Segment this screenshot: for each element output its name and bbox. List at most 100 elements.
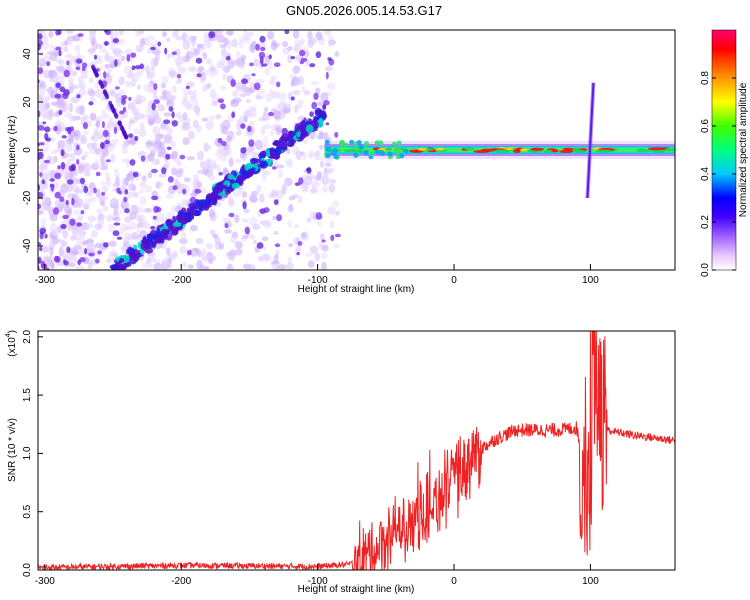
heatmap-cell (39, 227, 47, 235)
heatmap-cell (194, 188, 202, 194)
heatmap-cell (103, 242, 109, 248)
heatmap-cell (241, 191, 248, 198)
heatmap-cell (270, 75, 277, 80)
heatmap-cell (151, 102, 156, 111)
heatmap-cell (161, 259, 170, 265)
heatmap-cell (124, 233, 131, 239)
heatmap-cell (39, 246, 43, 252)
heatmap-cell (313, 92, 319, 101)
heatmap-cell (234, 158, 242, 164)
heatmap-cell (65, 199, 69, 206)
heatmap-cell (325, 162, 332, 167)
heatmap-cell (335, 210, 340, 216)
heatmap-cell (349, 139, 355, 145)
heatmap-cell (81, 155, 86, 161)
heatmap-cell (38, 125, 45, 131)
heatmap-cell (323, 100, 330, 106)
x-tick-label: -300 (35, 576, 55, 587)
heatmap-cell (125, 80, 132, 88)
heatmap-cell (315, 87, 321, 95)
heatmap-cell (87, 261, 93, 270)
heatmap-cell (305, 124, 314, 133)
heatmap-cell (324, 139, 330, 145)
heatmap-cell (208, 174, 216, 181)
heatmap-cell (240, 235, 248, 242)
heatmap-cell (204, 69, 210, 76)
heatmap-cell (638, 148, 645, 152)
heatmap-cell (64, 39, 69, 46)
heatmap-cell (139, 181, 147, 188)
heatmap-cell (79, 68, 88, 74)
heatmap-cell (112, 230, 120, 237)
heatmap-cell (101, 120, 105, 129)
heatmap-cell (266, 255, 272, 262)
heatmap-cell (44, 97, 50, 103)
heatmap-cell (108, 116, 114, 123)
heatmap-cell (182, 261, 187, 268)
heatmap-cell (217, 137, 223, 144)
heatmap-cell (64, 103, 72, 112)
heatmap-cell (269, 79, 276, 86)
heatmap-cell (201, 248, 207, 256)
heatmap-cell (142, 219, 148, 224)
heatmap-cell (96, 119, 101, 128)
heatmap-cell (172, 185, 178, 191)
heatmap-cell (139, 196, 147, 206)
heatmap-cell (262, 112, 268, 120)
heatmap-cell (212, 199, 217, 206)
heatmap-cell (150, 46, 156, 51)
heatmap-cell (106, 55, 116, 64)
heatmap-cell (38, 90, 46, 98)
heatmap-cell (57, 165, 61, 170)
heatmap-cell (38, 203, 42, 210)
heatmap-cell (307, 31, 313, 40)
heatmap-cell (208, 208, 215, 218)
snr-scale-suffix: ) (7, 330, 18, 333)
heatmap-cell (203, 255, 213, 261)
heatmap-cell (101, 191, 106, 196)
heatmap-cell (171, 150, 179, 160)
heatmap-cell (276, 214, 282, 222)
heatmap-cell (113, 207, 118, 216)
heatmap-cell (255, 95, 264, 100)
heatmap-cell (68, 262, 76, 268)
heatmap-cell (248, 264, 256, 270)
heatmap-cell (112, 142, 117, 148)
heatmap-cell (136, 222, 145, 228)
heatmap-cell (85, 239, 95, 244)
heatmap-cell (272, 109, 281, 120)
heatmap-cell (206, 165, 213, 172)
heatmap-cell (223, 229, 232, 234)
colorbar-ticks: 0.0 0.2 0.4 0.6 0.8 (700, 71, 736, 277)
heatmap-cell (103, 71, 107, 79)
heatmap-cell (274, 243, 281, 248)
heatmap-cell (199, 207, 204, 212)
heatmap-cell (38, 58, 43, 66)
heatmap-cell (147, 264, 153, 269)
heatmap-cell (155, 51, 161, 61)
heatmap-cell (319, 144, 324, 150)
heatmap-cell (97, 128, 103, 138)
heatmap-cell (320, 112, 327, 119)
heatmap-cell (43, 159, 51, 164)
heatmap-cell (249, 146, 255, 155)
heatmap-cell (116, 236, 123, 240)
heatmap-cell (68, 256, 77, 264)
heatmap-cell (91, 64, 95, 70)
heatmap-cell (235, 124, 242, 130)
heatmap-cell (70, 235, 76, 241)
heatmap-cell (48, 30, 54, 38)
heatmap-cell (235, 130, 242, 136)
heatmap-cell (238, 37, 246, 43)
heatmap-cell (141, 175, 147, 182)
snr-scale-exponent: 4 (5, 333, 12, 337)
heatmap-cell (101, 109, 107, 116)
heatmap-cell (212, 159, 217, 169)
heatmap-cell (203, 142, 209, 153)
heatmap-cell (202, 39, 210, 46)
heatmap-cell (188, 130, 195, 140)
heatmap-cell (203, 52, 208, 61)
heatmap-cell (211, 100, 218, 107)
heatmap-cell (179, 56, 185, 65)
heatmap-cell (87, 61, 93, 68)
